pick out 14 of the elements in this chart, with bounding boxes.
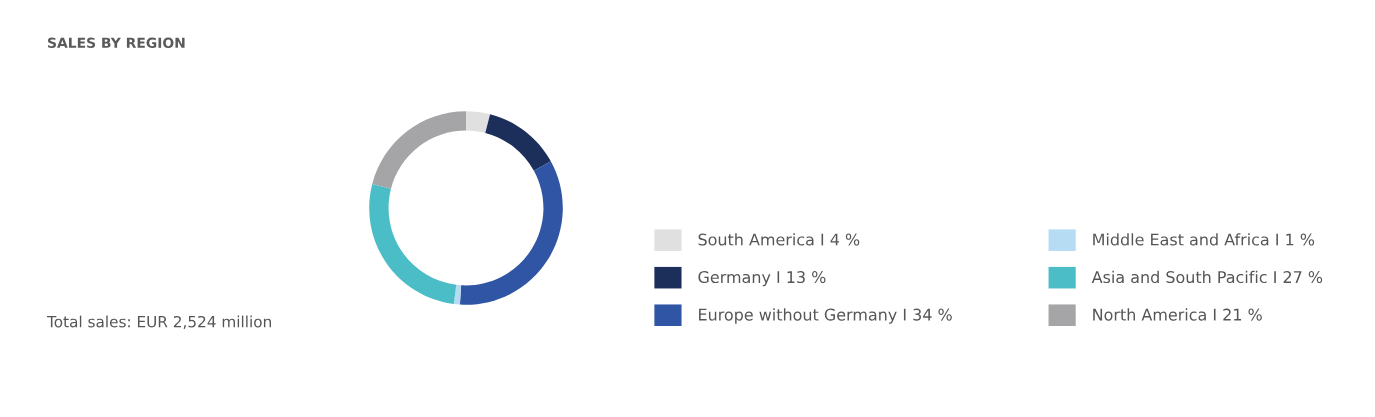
donut-slice bbox=[369, 183, 457, 305]
legend-label: Germany I 13 % bbox=[698, 271, 826, 287]
donut-slice bbox=[372, 111, 466, 189]
donut-slice bbox=[459, 161, 563, 305]
text: Total sales: EUR 2,524 million bbox=[46, 315, 271, 329]
legend-label: Middle East and Africa I 1 % bbox=[1093, 233, 1315, 246]
text: SALES BY REGION bbox=[48, 37, 185, 49]
legend-label: Asia and South Pacific I 27 % bbox=[1091, 270, 1323, 284]
legend-label: South America I 4 % bbox=[698, 233, 860, 246]
donut-slice bbox=[466, 111, 491, 133]
legend-label: North America I 21 % bbox=[1093, 308, 1262, 321]
legend-label: Europe without Germany I 34 % bbox=[699, 308, 952, 324]
donut-slice bbox=[485, 114, 551, 171]
donut-slice bbox=[453, 284, 462, 305]
